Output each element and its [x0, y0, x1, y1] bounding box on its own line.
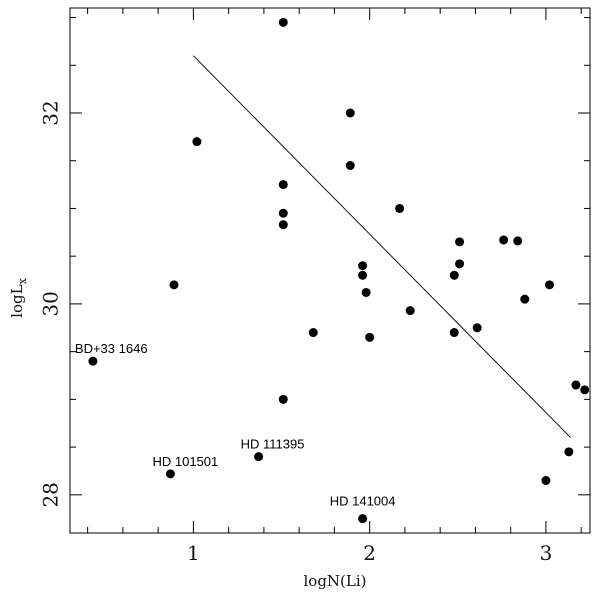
data-point [278, 17, 288, 27]
data-point [541, 476, 551, 485]
plot-frame [69, 7, 591, 534]
plot-border [69, 7, 591, 534]
y-axis-title-main: logL [8, 284, 26, 317]
data-point [358, 270, 368, 280]
x-tick-label: 3 [540, 541, 553, 565]
y-tick-label: 28 [39, 482, 63, 507]
data-point [358, 261, 368, 271]
data-point [455, 259, 465, 269]
y-axis-title: logLx [8, 277, 29, 317]
data-point [455, 237, 465, 247]
annotation-label: HD 101501 [152, 454, 218, 469]
annotation-label: HD 141004 [330, 494, 396, 509]
data-point [345, 161, 355, 170]
x-axis-title: logN(Li) [303, 572, 366, 590]
axis-ticks [70, 8, 590, 533]
annotations: BD+33 1646 HD 101501 HD 111395 HD 141004 [75, 341, 396, 509]
data-points [88, 17, 590, 524]
annotation-label: BD+33 1646 [75, 341, 148, 356]
data-point [472, 323, 482, 333]
data-point [564, 447, 574, 457]
data-point [345, 108, 355, 118]
data-point [513, 236, 523, 246]
data-point [278, 180, 288, 190]
tick-labels: 1 2 3 28 30 32 [39, 100, 553, 565]
annotation-label: HD 111395 [241, 437, 305, 452]
data-point [405, 306, 415, 316]
y-tick-label: 30 [39, 291, 63, 316]
data-point [278, 394, 288, 404]
data-point [544, 280, 554, 290]
data-point [361, 287, 371, 297]
data-point [278, 208, 288, 218]
data-point [365, 332, 375, 342]
x-tick-label: 2 [363, 541, 376, 565]
y-axis-title-subscript: x [16, 277, 29, 284]
data-point [169, 280, 179, 290]
data-point [88, 356, 98, 366]
fit-line-group [193, 55, 571, 438]
data-point [278, 220, 288, 230]
data-point [449, 270, 459, 280]
data-point [499, 235, 509, 245]
data-point [520, 294, 530, 304]
data-point [165, 469, 175, 479]
data-point [571, 380, 581, 390]
y-tick-label: 32 [39, 100, 63, 125]
data-point [580, 385, 590, 395]
data-point [254, 452, 264, 462]
x-tick-label: 1 [187, 541, 200, 565]
data-point [358, 514, 368, 524]
data-point [308, 328, 318, 338]
data-point [395, 203, 405, 213]
data-point [192, 137, 202, 147]
data-point [449, 328, 459, 338]
fit-line [193, 55, 571, 438]
